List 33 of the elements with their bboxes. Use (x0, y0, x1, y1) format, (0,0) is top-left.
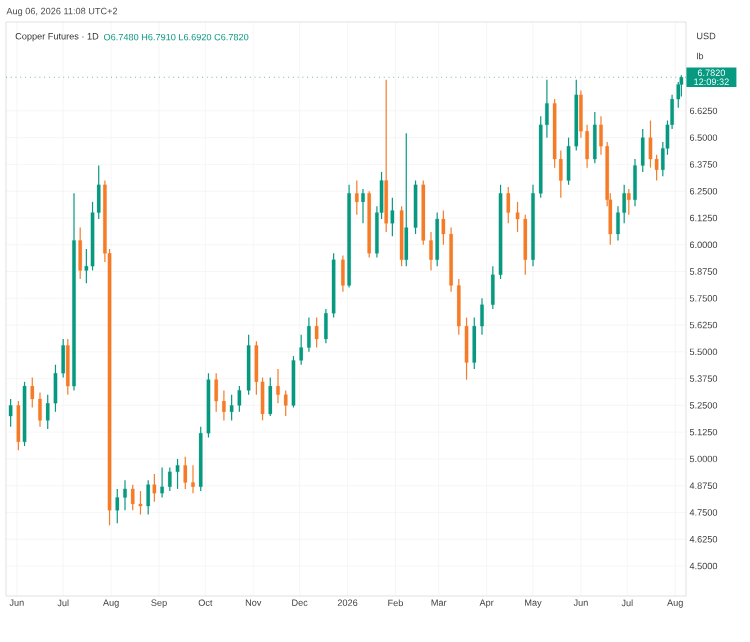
candlestick (355, 179, 359, 216)
candlestick (593, 111, 597, 164)
candlestick (168, 466, 172, 492)
candlestick (390, 197, 395, 237)
candlestick (399, 205, 404, 267)
candlestick (152, 473, 157, 503)
candlestick (246, 334, 251, 396)
candlestick (413, 179, 418, 235)
candlestick (314, 316, 319, 349)
candlestick (138, 490, 143, 516)
candlestick (78, 227, 82, 280)
candlestick (22, 381, 27, 447)
candlestick (283, 389, 288, 417)
candlestick (175, 458, 180, 490)
candlestick (506, 186, 511, 224)
candlestick (130, 484, 135, 511)
candlestick (384, 79, 388, 233)
candlestick (367, 190, 371, 259)
candlestick (183, 456, 188, 490)
candlestick (237, 385, 242, 413)
candlestick (229, 394, 234, 421)
candlestick (8, 398, 13, 428)
candlestick (291, 355, 296, 409)
candlestick (404, 132, 409, 267)
candlestick (268, 376, 273, 417)
candlestick (115, 488, 120, 524)
candlestick (435, 212, 439, 267)
candlestick (66, 338, 70, 396)
candlestick (523, 214, 528, 276)
candlestick (214, 372, 218, 413)
candlestick (146, 479, 150, 516)
candlestick (16, 400, 21, 451)
candlestick (627, 188, 631, 216)
